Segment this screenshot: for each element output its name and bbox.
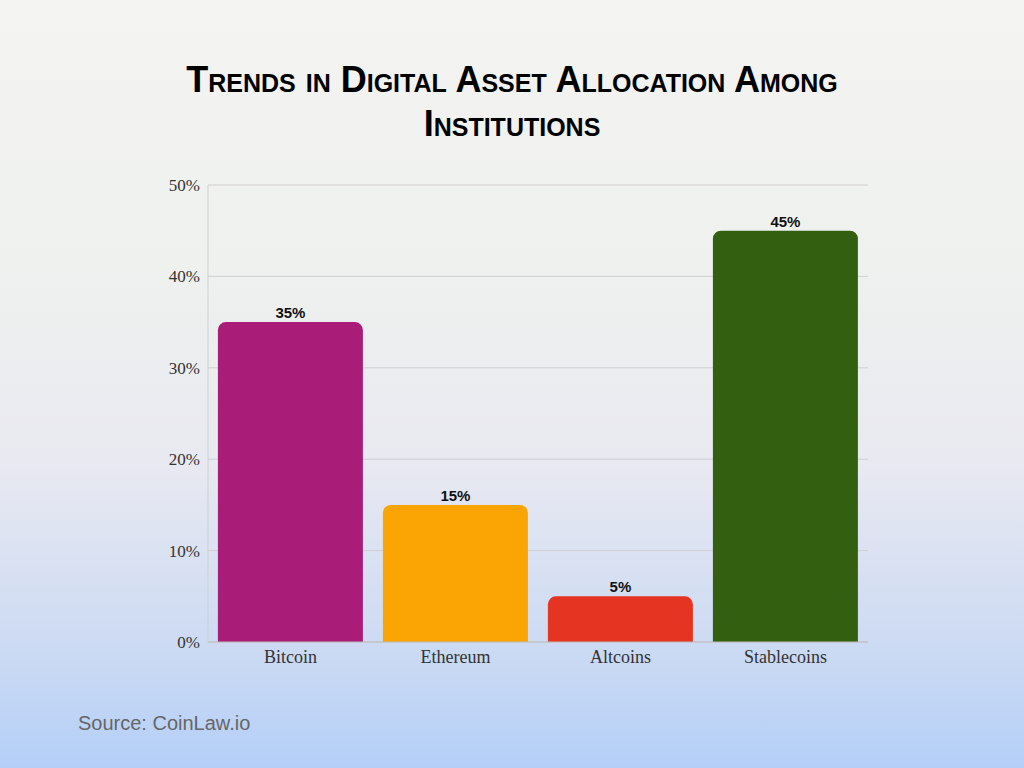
html-text:Trends in Digital Asset Alloca: Trends in Digital Asset Allocation Among… — [186, 59, 838, 144]
svg-text:5%: 5% — [610, 578, 632, 595]
svg-text:Altcoins: Altcoins — [590, 647, 651, 667]
svg-text:35%: 35% — [275, 304, 305, 321]
svg-text:20%: 20% — [169, 450, 200, 469]
svg-text:Ethereum: Ethereum — [421, 647, 491, 667]
svg-text:10%: 10% — [169, 542, 200, 561]
svg-text:0%: 0% — [177, 633, 200, 652]
svg-text:Stablecoins: Stablecoins — [744, 647, 827, 667]
svg-text:30%: 30% — [169, 359, 200, 378]
html-text:Source: CoinLaw.io: Source: CoinLaw.io — [78, 712, 251, 734]
svg-text:15%: 15% — [440, 487, 470, 504]
svg-text:45%: 45% — [770, 213, 800, 230]
svg-text:50%: 50% — [169, 176, 200, 195]
svg-text:40%: 40% — [169, 267, 200, 286]
svg-text:Bitcoin: Bitcoin — [264, 647, 317, 667]
